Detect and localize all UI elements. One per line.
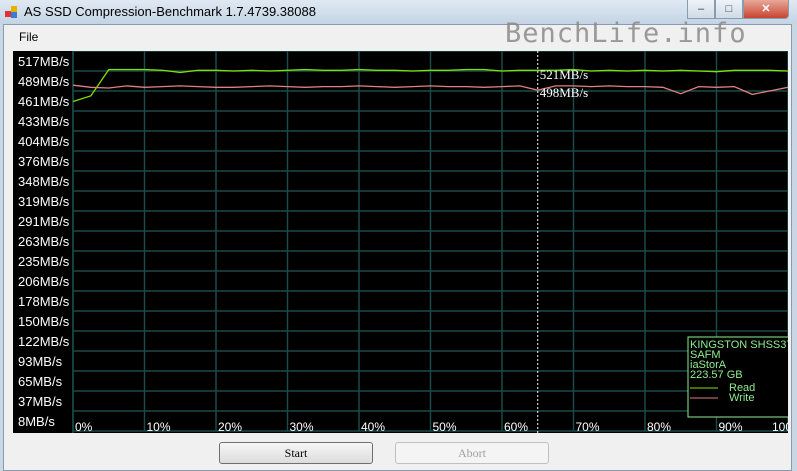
y-tick-label: 348MB/s — [18, 174, 70, 189]
chart-background — [13, 51, 788, 433]
y-tick-label: 376MB/s — [18, 154, 70, 169]
x-tick-label: 0% — [75, 420, 93, 433]
legend-driver: iaStorA — [690, 359, 727, 371]
y-tick-label: 489MB/s — [18, 74, 70, 89]
legend-read-label: Read — [729, 382, 755, 394]
x-tick-label: 20% — [218, 420, 242, 433]
legend-size: 223.57 GB — [690, 369, 743, 381]
y-tick-label: 37MB/s — [18, 394, 63, 409]
y-tick-label: 461MB/s — [18, 94, 70, 109]
series-line-read — [72, 68, 788, 103]
maximize-button[interactable]: □ — [715, 0, 743, 19]
y-tick-label: 150MB/s — [18, 314, 70, 329]
benchmark-chart: 517MB/s 489MB/s 461MB/s 433MB/s 404MB/s 376MB… — [13, 51, 788, 433]
minimize-button[interactable]: – — [687, 0, 715, 19]
x-tick-label: 100% — [772, 420, 788, 433]
y-tick-label: 93MB/s — [18, 354, 63, 369]
abort-button[interactable]: Abort — [395, 442, 549, 464]
app-icon — [5, 6, 17, 18]
x-tick-label: 50% — [433, 420, 457, 433]
y-tick-label: 291MB/s — [18, 214, 70, 229]
y-tick-label: 433MB/s — [18, 114, 70, 129]
readout-write: 498MB/s — [540, 85, 588, 100]
legend-model: SAFM — [690, 349, 721, 361]
y-tick-label: 206MB/s — [18, 274, 70, 289]
legend-device: KINGSTON SHSS37 — [690, 339, 788, 351]
x-tick-label: 60% — [504, 420, 528, 433]
y-tick-label: 178MB/s — [18, 294, 70, 309]
title-bar: AS SSD Compression-Benchmark 1.7.4739.38… — [0, 0, 797, 24]
y-tick-label: 319MB/s — [18, 194, 70, 209]
start-button[interactable]: Start — [219, 442, 373, 464]
x-tick-label: 90% — [719, 420, 743, 433]
y-tick-label: 517MB/s — [18, 54, 70, 69]
y-tick-label: 404MB/s — [18, 134, 70, 149]
y-tick-label: 8MB/s — [18, 414, 55, 429]
legend-write-label: Write — [729, 392, 754, 404]
x-tick-label: 70% — [576, 420, 600, 433]
y-tick-label: 263MB/s — [18, 234, 70, 249]
readout-read: 521MB/s — [540, 67, 588, 82]
x-tick-label: 30% — [290, 420, 314, 433]
y-tick-label: 235MB/s — [18, 254, 70, 269]
x-tick-label: 80% — [647, 420, 671, 433]
window-title: AS SSD Compression-Benchmark 1.7.4739.38… — [24, 4, 316, 19]
x-tick-label: 40% — [361, 420, 385, 433]
close-button[interactable]: ✕ — [743, 0, 789, 19]
series-line-write — [72, 84, 788, 96]
legend-border — [687, 336, 788, 418]
x-tick-label: 10% — [147, 420, 171, 433]
y-tick-label: 65MB/s — [18, 374, 63, 389]
menu-file[interactable]: File — [19, 30, 39, 44]
watermark: BenchLife.info — [505, 18, 747, 49]
y-tick-label: 122MB/s — [18, 334, 70, 349]
